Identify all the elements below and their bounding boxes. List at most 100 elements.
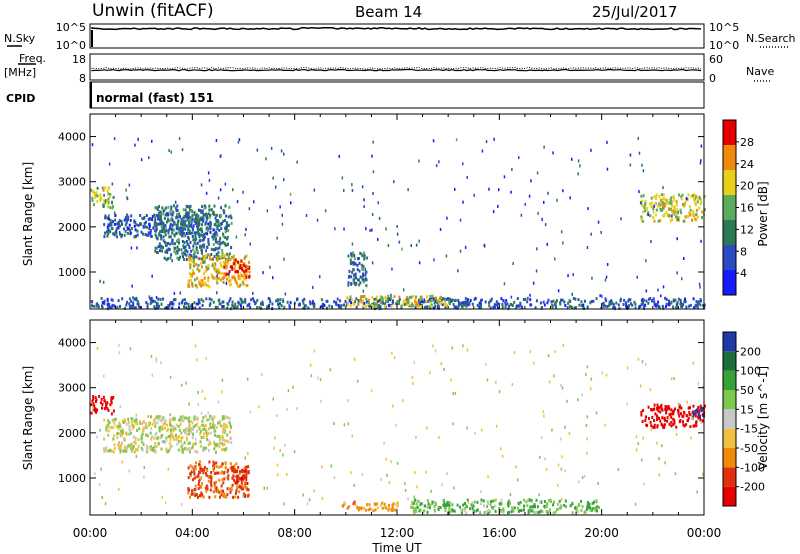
data-cell (126, 231, 129, 235)
scatter-cell (511, 168, 513, 171)
scatter-cell (462, 200, 464, 204)
scatter-cell (564, 469, 566, 473)
data-cell (196, 276, 199, 280)
data-cell (271, 302, 274, 306)
data-cell (190, 447, 193, 451)
data-cell (277, 298, 280, 302)
scatter-cell (101, 496, 103, 499)
data-cell (103, 235, 106, 239)
data-cell (213, 447, 216, 451)
data-cell (199, 284, 202, 288)
scatter-cell (350, 471, 352, 475)
scatter-cell (390, 460, 392, 464)
scatter-cell (369, 229, 371, 232)
scatter-cell (548, 380, 551, 384)
scatter-cell (543, 200, 545, 204)
data-cell (158, 426, 161, 430)
data-cell (213, 262, 216, 266)
scatter-cell (418, 239, 420, 243)
data-cell (679, 208, 682, 212)
data-cell (184, 245, 187, 249)
scatter-cell (487, 475, 489, 479)
data-cell (665, 302, 668, 306)
scatter-cell (492, 210, 495, 214)
data-cell (221, 305, 224, 309)
data-cell (229, 423, 232, 426)
scatter-cell (333, 422, 335, 425)
data-cell (685, 423, 688, 427)
data-cell (309, 302, 312, 306)
data-cell (245, 275, 248, 279)
scatter-cell (258, 405, 260, 409)
data-cell (179, 255, 182, 259)
data-cell (202, 446, 205, 450)
data-cell (515, 304, 518, 308)
data-cell (209, 431, 212, 435)
data-cell (428, 298, 431, 301)
data-cell (645, 206, 648, 210)
data-cell (218, 445, 221, 449)
data-cell (577, 510, 580, 514)
scatter-cell (658, 457, 660, 461)
velocity-colorbar-tick-label: -50 (740, 442, 758, 455)
scatter-cell (361, 472, 364, 476)
scatter-cell (215, 139, 218, 142)
data-cell (668, 299, 671, 303)
data-cell (613, 306, 616, 309)
scatter-cell (253, 200, 255, 204)
power-colorbar-tick-label: 24 (740, 158, 754, 171)
data-cell (645, 423, 648, 427)
scatter-cell (559, 437, 562, 441)
data-cell (213, 440, 216, 444)
data-cell (169, 447, 171, 451)
data-cell (208, 297, 211, 301)
scatter-cell (445, 254, 448, 258)
data-cell (204, 414, 207, 418)
data-cell (124, 223, 127, 227)
scatter-cell (99, 428, 101, 432)
data-cell (584, 299, 586, 303)
data-cell (612, 306, 615, 310)
data-cell (222, 260, 225, 264)
scatter-cell (199, 476, 201, 480)
data-cell (136, 229, 139, 233)
data-cell (236, 482, 239, 486)
data-cell (162, 416, 165, 420)
y-tick-label: 3000 (58, 382, 86, 395)
data-cell (113, 434, 116, 438)
scatter-cell (638, 151, 641, 155)
data-cell (215, 489, 218, 493)
scatter-cell (660, 294, 662, 298)
scatter-cell (586, 437, 588, 441)
data-cell (213, 223, 216, 227)
data-cell (194, 233, 197, 237)
data-cell (111, 303, 114, 307)
data-cell (154, 416, 157, 420)
data-cell (187, 476, 190, 480)
scatter-cell (225, 476, 228, 480)
scatter-cell (132, 296, 134, 300)
data-cell (155, 225, 158, 229)
data-cell (325, 299, 328, 303)
data-cell (162, 209, 165, 213)
data-cell (214, 495, 217, 499)
data-cell (187, 487, 190, 491)
data-cell (199, 432, 202, 436)
data-cell (673, 205, 676, 208)
data-cell (224, 266, 227, 270)
data-cell (516, 506, 519, 510)
data-cell (433, 508, 436, 512)
data-cell (240, 481, 243, 485)
data-cell (230, 467, 233, 471)
scatter-cell (462, 344, 464, 348)
data-cell (206, 255, 208, 259)
data-cell (131, 417, 134, 421)
data-cell (669, 412, 672, 416)
data-cell (460, 508, 463, 512)
scatter-cell (674, 472, 677, 476)
data-cell (192, 269, 194, 273)
data-cell (687, 193, 690, 197)
data-cell (230, 221, 233, 225)
data-cell (189, 474, 192, 478)
